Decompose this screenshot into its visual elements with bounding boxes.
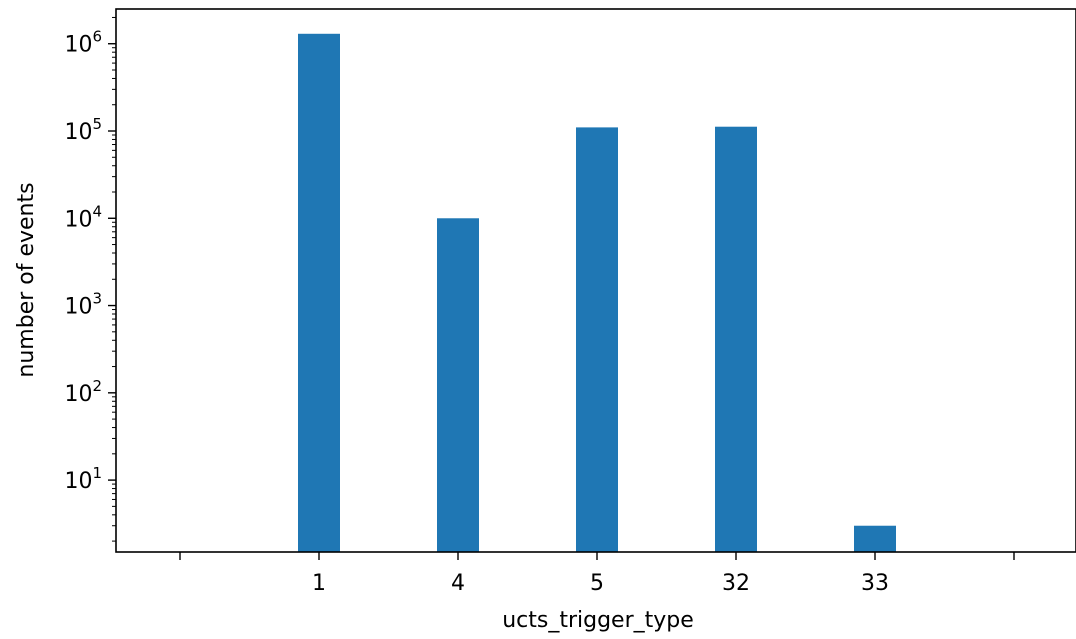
bars-group xyxy=(298,33,896,553)
bar-32 xyxy=(715,126,757,552)
bar-1 xyxy=(298,33,340,552)
y-tick-label-1e3: 103 xyxy=(64,290,102,320)
y-ticks-group: 101 102 103 104 105 106 xyxy=(64,16,116,542)
x-tick-label-33: 33 xyxy=(861,571,889,596)
y-tick-label-1e2: 102 xyxy=(64,377,102,407)
x-tick-label-5: 5 xyxy=(590,571,604,596)
x-axis-label: ucts_trigger_type xyxy=(502,608,694,633)
y-tick-label-1e4: 104 xyxy=(64,202,102,232)
x-tick-label-1: 1 xyxy=(312,571,326,596)
bar-4 xyxy=(437,218,479,553)
bar-5 xyxy=(576,127,618,553)
y-tick-label-1e5: 105 xyxy=(64,115,102,145)
y-tick-label-1e6: 106 xyxy=(64,28,102,58)
x-tick-label-32: 32 xyxy=(722,571,750,596)
x-ticks-group: 1 4 5 32 33 xyxy=(179,552,1015,596)
x-tick-label-4: 4 xyxy=(451,571,465,596)
y-tick-label-1e1: 101 xyxy=(64,464,102,494)
bar-33 xyxy=(854,525,896,552)
plot-frame xyxy=(115,8,1076,553)
y-axis-label: number of events xyxy=(14,182,39,377)
